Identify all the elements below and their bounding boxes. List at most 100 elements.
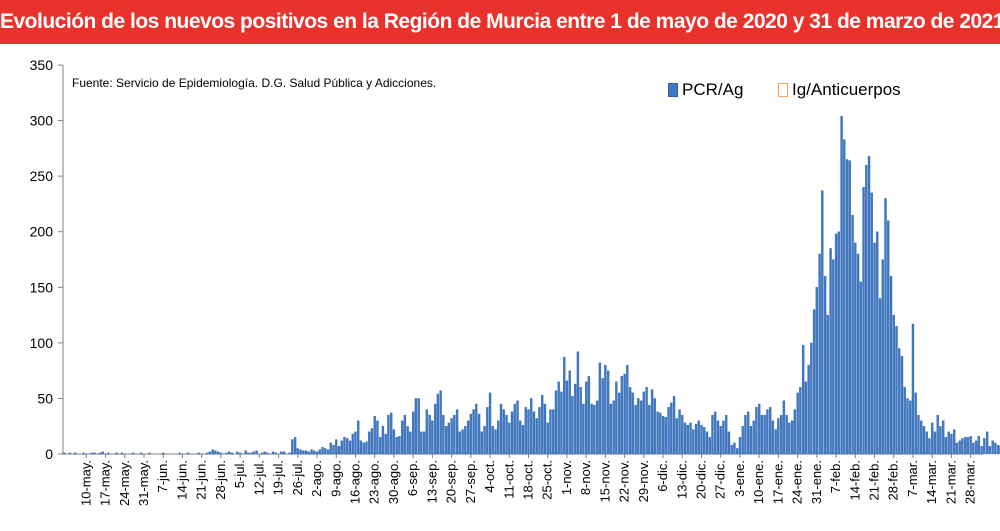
bar: [568, 370, 571, 455]
bar: [162, 452, 165, 455]
bar: [483, 426, 486, 455]
x-tick-label: 20-sep.: [444, 460, 459, 503]
bar: [804, 381, 808, 455]
bar: [230, 452, 234, 455]
bar: [442, 414, 445, 455]
legend-item-pcr: PCR/Ag: [668, 80, 743, 100]
legend-swatch-igg: [778, 83, 788, 97]
x-tick-label: 7-jun.: [155, 460, 170, 493]
bar: [648, 404, 651, 455]
x-tick-label: 13-dic.: [674, 460, 689, 499]
bar: [620, 376, 624, 455]
bar: [670, 402, 673, 455]
bar: [631, 392, 635, 455]
x-tick-label: 16-ago.: [347, 460, 362, 504]
bar: [653, 398, 656, 455]
bar: [788, 422, 791, 455]
bar: [510, 411, 514, 455]
bar: [351, 433, 354, 455]
x-tick-label: 17-ene.: [770, 460, 785, 504]
bar: [856, 253, 860, 455]
bar: [315, 451, 319, 455]
bar: [928, 438, 931, 455]
bar: [296, 448, 299, 455]
bar: [530, 398, 533, 455]
bar: [859, 281, 862, 455]
bar: [576, 351, 580, 455]
x-tick-label: 28-feb.: [886, 460, 901, 500]
bar: [343, 437, 346, 455]
x-tick-label: 31-may.: [136, 460, 151, 506]
bar: [832, 259, 835, 455]
bar: [991, 440, 994, 455]
bar: [428, 414, 431, 455]
bar: [587, 376, 591, 455]
bar: [280, 451, 283, 455]
bar: [931, 422, 934, 455]
bar: [486, 407, 489, 455]
bar: [266, 452, 269, 455]
bar: [197, 452, 201, 455]
bar: [326, 449, 330, 455]
bar: [768, 407, 772, 455]
bar: [933, 431, 937, 455]
bar: [579, 387, 582, 455]
bar: [969, 436, 972, 455]
x-tick-label: 21-feb.: [867, 460, 882, 500]
bar: [779, 414, 783, 455]
legend-swatch-pcr: [668, 83, 678, 97]
bar: [541, 394, 544, 455]
bar: [900, 356, 904, 455]
bar: [744, 414, 747, 455]
bar: [733, 442, 736, 455]
bar: [120, 452, 124, 455]
bar: [376, 420, 379, 455]
bar: [458, 431, 462, 455]
bar: [439, 390, 442, 455]
bar: [637, 398, 640, 455]
y-tick-label: 250: [30, 168, 54, 184]
bar: [961, 438, 964, 455]
bar: [359, 440, 363, 455]
x-tick-label: 18-oct.: [520, 460, 535, 500]
bar: [887, 220, 890, 455]
bar: [318, 449, 321, 455]
bar: [876, 231, 879, 455]
bar: [216, 451, 220, 455]
bar: [615, 381, 618, 455]
bar: [873, 242, 876, 455]
y-tick-label: 300: [30, 113, 54, 129]
x-tick-label: 28-mar.: [963, 460, 978, 504]
bar: [532, 411, 536, 455]
bar: [208, 451, 212, 455]
bar: [974, 440, 978, 455]
x-tick-label: 30-ago.: [386, 460, 401, 504]
x-tick-label: 1-nov.: [559, 460, 574, 495]
x-tick-label: 14-mar.: [924, 460, 939, 504]
bar: [826, 314, 830, 455]
bar: [749, 426, 753, 455]
bar: [881, 259, 884, 455]
bar: [790, 420, 794, 455]
source-note: Fuente: Servicio de Epidemiología. D.G. …: [72, 76, 437, 90]
bar: [925, 431, 928, 455]
bar: [714, 411, 717, 455]
bar: [985, 431, 989, 455]
bar: [821, 190, 824, 455]
bar: [93, 452, 96, 455]
bar: [777, 418, 780, 455]
bar: [557, 381, 560, 455]
bar: [450, 418, 453, 455]
x-tick-label: 24-ene.: [790, 460, 805, 504]
bar: [299, 449, 302, 455]
bar: [238, 452, 242, 455]
bar: [708, 437, 711, 455]
bar: [884, 198, 887, 455]
x-tick-label: 8-nov.: [578, 460, 593, 495]
bar: [247, 452, 250, 455]
bar: [335, 439, 338, 455]
legend-item-igg: Ig/Anticuerpos: [778, 80, 901, 100]
bar: [107, 452, 110, 455]
bar: [236, 451, 239, 455]
bar: [400, 420, 404, 455]
